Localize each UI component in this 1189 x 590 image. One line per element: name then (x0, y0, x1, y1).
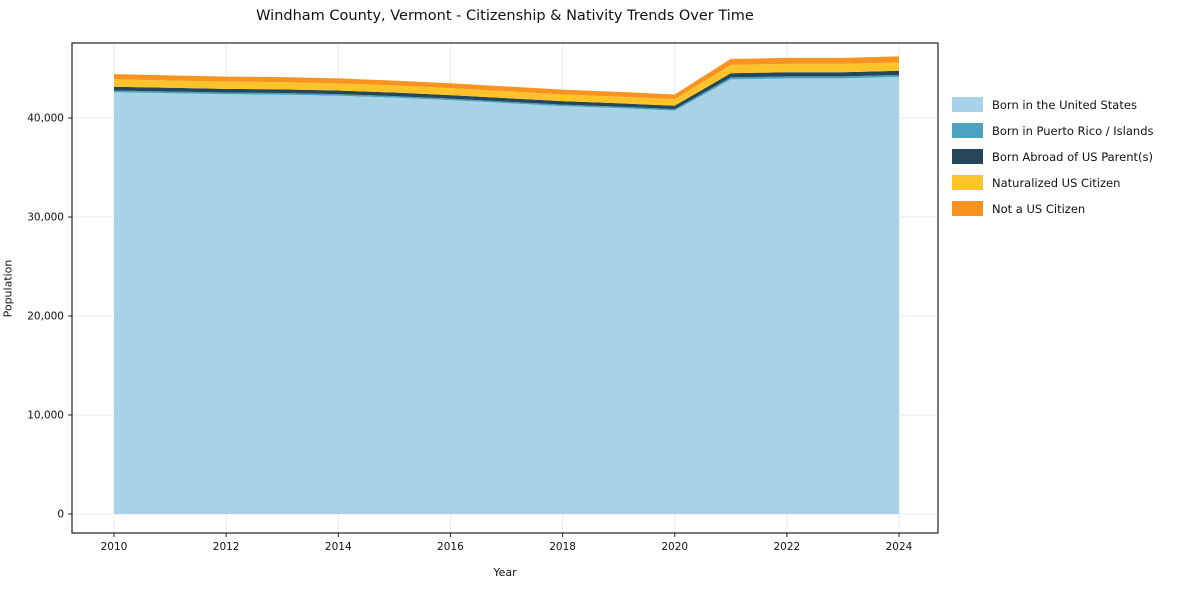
svg-text:10,000: 10,000 (27, 410, 64, 422)
legend-swatch (952, 149, 983, 164)
svg-text:2010: 2010 (101, 541, 128, 553)
legend-swatch (952, 97, 983, 112)
svg-text:2024: 2024 (886, 541, 913, 553)
y-axis-label: Population (1, 259, 15, 318)
svg-text:2022: 2022 (773, 541, 800, 553)
legend-swatch (952, 175, 983, 190)
legend-item: Born in the United States (952, 96, 1154, 113)
legend-label: Naturalized US Citizen (992, 175, 1121, 190)
svg-text:40,000: 40,000 (27, 113, 64, 125)
x-axis-label: Year (493, 566, 517, 579)
svg-text:2018: 2018 (549, 541, 576, 553)
legend-swatch (952, 123, 983, 138)
svg-text:2020: 2020 (661, 541, 688, 553)
legend-item: Naturalized US Citizen (952, 174, 1154, 191)
legend-label: Not a US Citizen (992, 201, 1086, 216)
legend-swatch (952, 201, 983, 216)
svg-text:2014: 2014 (325, 541, 352, 553)
legend-item: Born Abroad of US Parent(s) (952, 148, 1154, 165)
svg-text:2012: 2012 (213, 541, 240, 553)
legend-label: Born in Puerto Rico / Islands (992, 123, 1154, 138)
legend-label: Born Abroad of US Parent(s) (992, 149, 1153, 164)
svg-text:20,000: 20,000 (27, 311, 64, 323)
legend-label: Born in the United States (992, 97, 1137, 112)
svg-text:0: 0 (57, 509, 64, 521)
legend-item: Not a US Citizen (952, 200, 1154, 217)
svg-text:2016: 2016 (437, 541, 464, 553)
legend-item: Born in Puerto Rico / Islands (952, 122, 1154, 139)
chart-title: Windham County, Vermont - Citizenship & … (256, 8, 754, 24)
legend: Born in the United States Born in Puerto … (952, 96, 1154, 217)
svg-text:30,000: 30,000 (27, 212, 64, 224)
